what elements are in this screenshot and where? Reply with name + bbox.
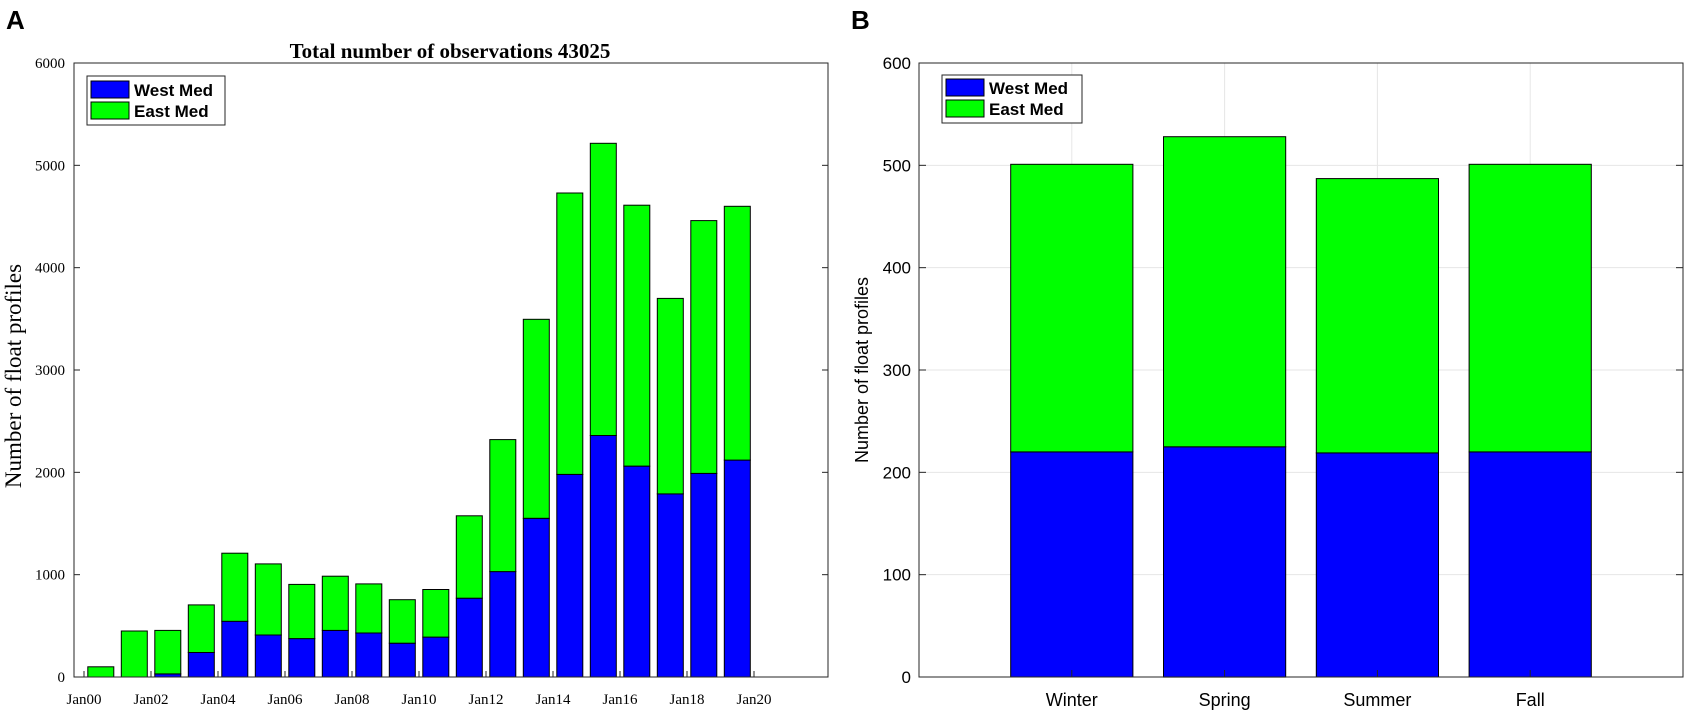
bar-west-2015: [556, 473, 584, 678]
bar-east-2006: [254, 563, 282, 636]
ytick-label: 500: [883, 156, 911, 175]
ytick-label: 600: [883, 54, 911, 73]
bar-west-2009: [355, 632, 383, 678]
ytick-label: 0: [902, 668, 911, 687]
panel-a-label: A: [6, 5, 25, 35]
bar-east-summer: [1315, 178, 1440, 454]
bar-west-2013: [489, 571, 517, 678]
xtick-label: Jan10: [402, 692, 437, 708]
bar-west-2019: [690, 472, 718, 678]
bar-east-2018: [656, 297, 684, 495]
bar-east-2002: [120, 630, 148, 678]
bar-west-2018: [656, 493, 684, 678]
bar-west-2010: [388, 642, 416, 678]
panel-a-legend-label-east: East Med: [134, 102, 209, 121]
panel-b-ylabel: Number of float profiles: [852, 277, 872, 463]
bar-east-2009: [355, 583, 383, 634]
panel-b-xticks: Winter Spring Summer Fall: [1046, 670, 1545, 710]
ytick-label: 100: [883, 566, 911, 585]
panel-a-ylabel: Number of float profiles: [1, 264, 26, 488]
xtick-label: Jan02: [134, 692, 169, 708]
panel-b-yticks: 0 100 200 300 400 500 600: [883, 54, 1683, 687]
xtick-label: Jan18: [670, 692, 705, 708]
xtick-label: Jan06: [268, 692, 303, 708]
bar-east-2001: [87, 666, 115, 678]
panel-b-label: B: [851, 5, 870, 35]
bar-west-2020: [723, 459, 751, 678]
bar-west-2012: [455, 597, 483, 678]
xtick-label: Jan20: [737, 692, 772, 708]
xtick-label-winter: Winter: [1046, 690, 1098, 710]
bar-east-2005: [221, 552, 249, 622]
bar-east-fall: [1468, 163, 1592, 453]
panel-a-legend-swatch-east: [90, 101, 130, 120]
bar-west-2011: [422, 636, 450, 678]
panel-a-legend-label-west: West Med: [134, 81, 213, 100]
bar-west-2017: [623, 465, 651, 678]
ytick-label: 200: [883, 463, 911, 482]
bar-east-2007: [288, 583, 316, 640]
xtick-label-fall: Fall: [1516, 690, 1545, 710]
panel-a-yticks: 0 1000 2000 3000 4000 5000 6000: [35, 56, 828, 686]
bar-west-2008: [321, 629, 349, 678]
bar-west-2016: [589, 435, 617, 678]
ytick-label: 5000: [35, 158, 65, 174]
bar-east-spring: [1163, 136, 1287, 448]
bar-west-2005: [221, 620, 249, 678]
panel-a-title: Total number of observations 43025: [290, 39, 611, 63]
panel-b-bars: [1010, 136, 1592, 678]
ytick-label: 1000: [35, 568, 65, 584]
bar-east-2013: [489, 439, 517, 573]
bar-east-2012: [455, 515, 483, 599]
bar-east-2008: [321, 575, 349, 631]
panel-b-legend-swatch-west: [945, 78, 985, 97]
ytick-label: 3000: [35, 363, 65, 379]
bar-east-2004: [187, 604, 215, 654]
bar-east-2010: [388, 599, 416, 644]
xtick-label: Jan04: [201, 692, 236, 708]
bar-west-fall: [1468, 451, 1592, 678]
xtick-label-spring: Spring: [1199, 690, 1251, 710]
xtick-label: Jan00: [67, 692, 102, 708]
bar-east-2011: [422, 589, 450, 638]
ytick-label: 4000: [35, 261, 65, 277]
panel-b-legend-label-west: West Med: [989, 79, 1068, 98]
panel-b: B Number of float profiles 0 100 200 300 400…: [851, 5, 1684, 710]
panel-b-legend-swatch-east: [945, 99, 985, 118]
panel-b-legend-label-east: East Med: [989, 100, 1064, 119]
panel-a-legend: West Med East Med: [86, 75, 226, 126]
bar-east-2019: [690, 220, 718, 474]
bar-east-2017: [623, 204, 651, 467]
panel-a: A Total number of observations 43025 Num…: [1, 5, 829, 708]
xtick-label-summer: Summer: [1343, 690, 1411, 710]
xtick-label: Jan16: [603, 692, 638, 708]
bar-east-2016: [589, 142, 617, 437]
panel-a-legend-swatch-west: [90, 80, 130, 99]
bar-west-2014: [522, 517, 550, 678]
ytick-label: 0: [58, 670, 66, 686]
ytick-label: 400: [883, 259, 911, 278]
xtick-label: Jan08: [335, 692, 370, 708]
bar-west-2006: [254, 634, 282, 678]
panel-b-legend: West Med East Med: [941, 74, 1083, 124]
bar-west-summer: [1315, 452, 1440, 678]
bar-east-2003: [154, 629, 182, 675]
bar-east-winter: [1010, 163, 1134, 453]
bar-west-spring: [1163, 446, 1287, 678]
xtick-label: Jan14: [536, 692, 571, 708]
ytick-label: 2000: [35, 465, 65, 481]
ytick-label: 6000: [35, 56, 65, 72]
bar-east-2014: [522, 318, 550, 519]
bar-west-2004: [187, 651, 215, 678]
bar-west-2007: [288, 638, 316, 678]
bar-west-winter: [1010, 451, 1134, 678]
bar-east-2015: [556, 192, 584, 475]
bar-east-2020: [723, 205, 751, 461]
ytick-label: 300: [883, 361, 911, 380]
panel-a-xticks: Jan00 Jan02 Jan04 Jan06 Jan08 Jan10 Jan12 Jan14…: [67, 671, 772, 708]
xtick-label: Jan12: [469, 692, 504, 708]
panel-a-bars: [87, 142, 751, 678]
